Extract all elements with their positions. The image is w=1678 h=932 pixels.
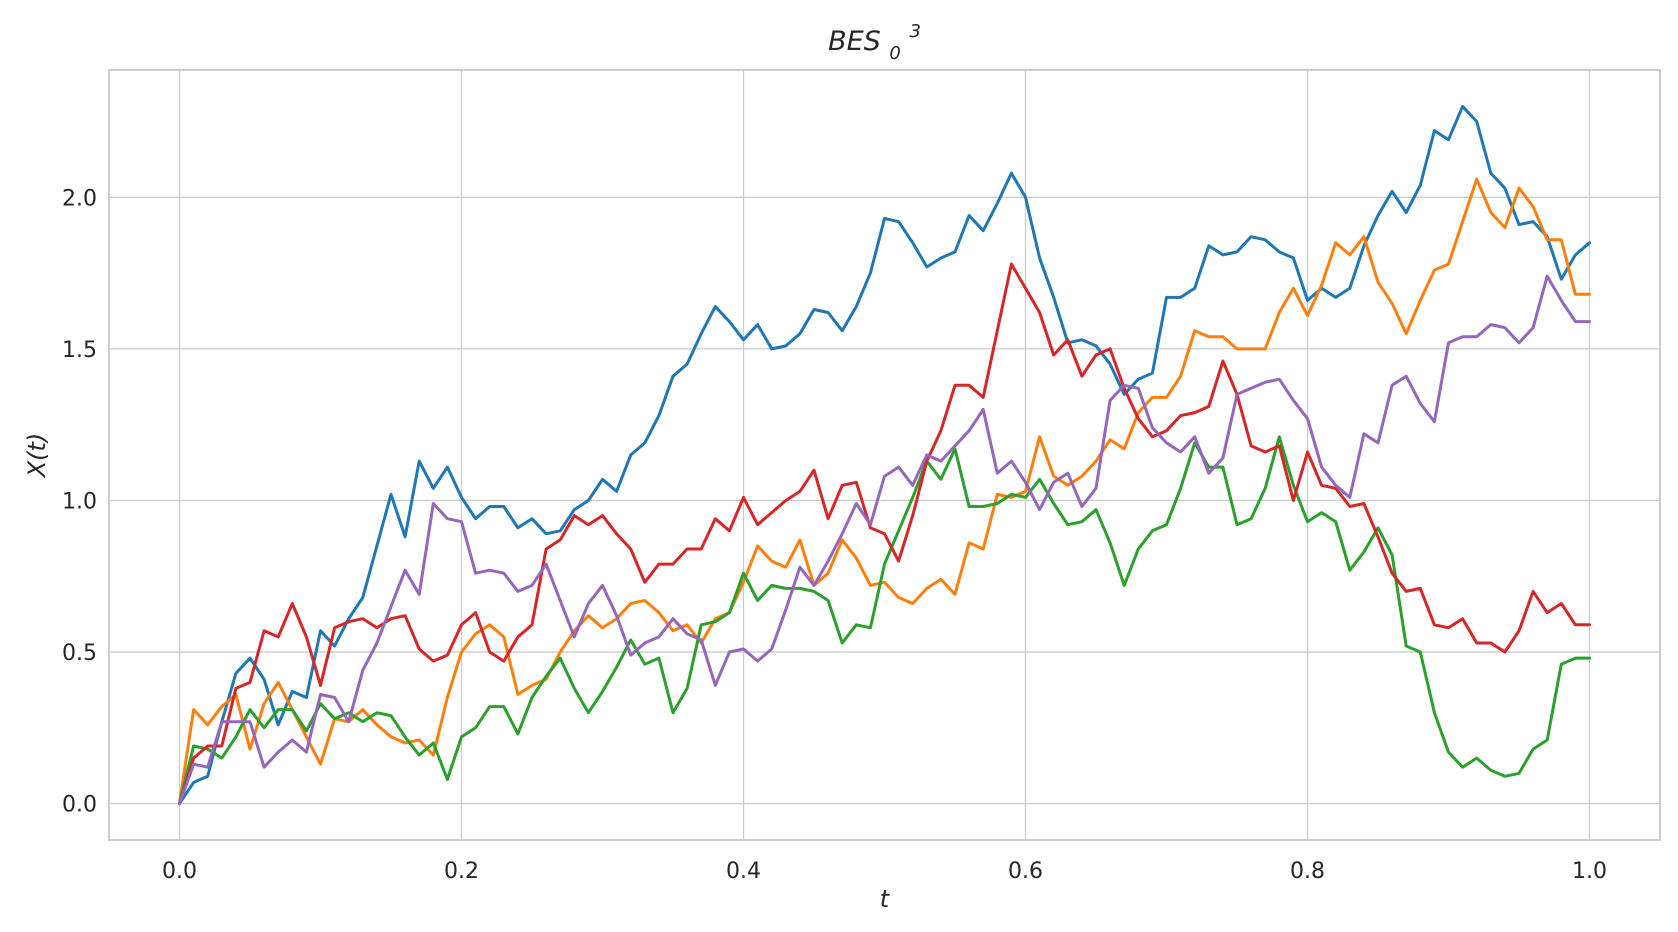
series-line-5 (178, 274, 1591, 806)
x-tick-labels: 0.0 0.2 0.4 0.6 0.8 1.0 (162, 859, 1607, 884)
chart-title: BES 0 3 (828, 21, 921, 66)
y-tick-label: 1.5 (62, 338, 97, 363)
series-lines (178, 104, 1591, 806)
plot-frame (108, 69, 1661, 841)
y-tick-labels: 0.0 0.5 1.0 1.5 2.0 (62, 186, 97, 817)
x-tick-label: 0.8 (1290, 859, 1325, 884)
series-line-4 (178, 262, 1591, 806)
series-line-2 (178, 177, 1591, 806)
series-line-1 (178, 104, 1591, 806)
chart-title-base: BES (828, 26, 881, 57)
y-tick-label: 0.0 (62, 793, 97, 818)
chart-title-superscript: 3 (909, 21, 920, 42)
chart-title-subscript: 0 (889, 43, 900, 64)
y-tick-label: 0.5 (62, 641, 97, 666)
x-tick-label: 0.6 (1008, 859, 1043, 884)
x-axis-label: t (880, 885, 891, 913)
x-tick-label: 0.2 (444, 859, 479, 884)
y-tick-label: 2.0 (62, 186, 97, 211)
x-tick-label: 0.0 (162, 859, 197, 884)
grid (109, 70, 1660, 840)
y-axis-label: X(t) (23, 433, 51, 480)
x-tick-label: 0.4 (726, 859, 761, 884)
series-line-3 (178, 435, 1591, 806)
x-tick-label: 1.0 (1572, 859, 1607, 884)
y-tick-label: 1.0 (62, 489, 97, 514)
